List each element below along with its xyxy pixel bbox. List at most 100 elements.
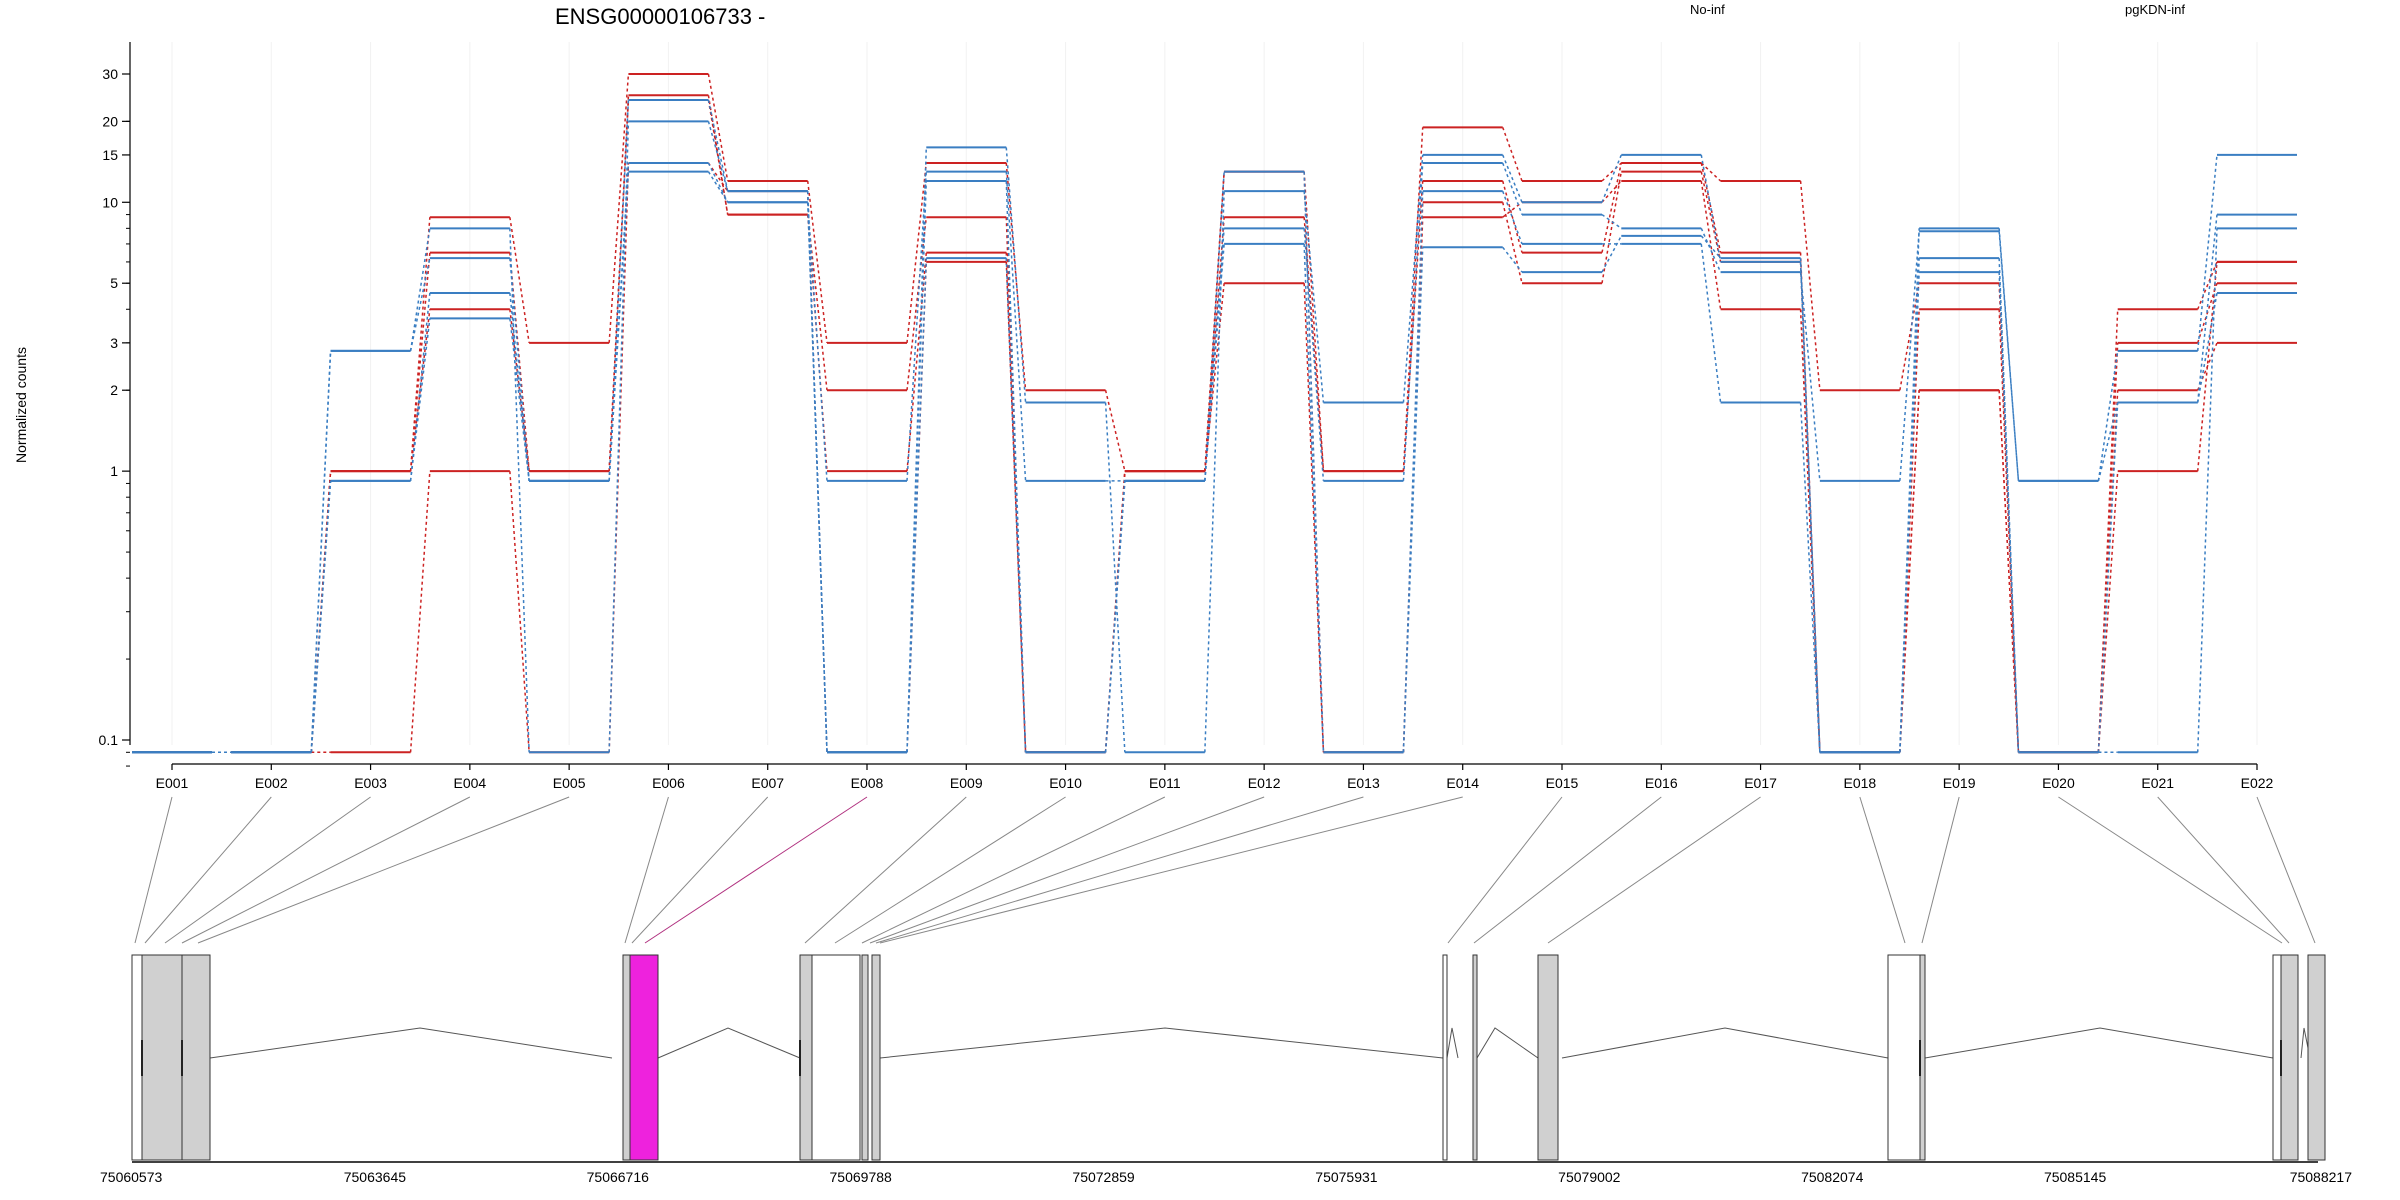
x-tick-label-E017: E017 [1744, 775, 1777, 791]
series-connector [806, 202, 828, 481]
genomic-tick-label: 75075931 [1315, 1169, 1378, 1185]
exon-connector-E017 [1547, 796, 1761, 944]
series-connector [409, 471, 431, 753]
series-connector [1104, 480, 1126, 753]
series-connector [1104, 480, 1126, 753]
genomic-tick-label: 75066716 [587, 1169, 650, 1185]
series-connector [806, 202, 828, 753]
y-tick-label: 30 [102, 66, 118, 82]
series-connector [2196, 261, 2218, 472]
x-tick-label-E022: E022 [2241, 775, 2274, 791]
exon-connector-E012 [869, 796, 1265, 944]
exon-block [799, 954, 813, 1161]
chart-title: ENSG00000106733 - [555, 4, 765, 29]
series-connector [806, 191, 828, 753]
x-tick-label-E012: E012 [1248, 775, 1281, 791]
exon-connector-E006 [624, 796, 669, 944]
series-connector [1998, 258, 2020, 753]
series-connector [2197, 261, 2218, 310]
series-connector [1700, 243, 1722, 403]
genomic-tick-label: 75079002 [1558, 1169, 1621, 1185]
series-connector [806, 180, 828, 343]
series-connector [1899, 258, 1920, 753]
series-connector [1601, 162, 1623, 253]
series-connector [1799, 180, 1821, 391]
series-connector [1700, 228, 1722, 273]
series-connector [2097, 402, 2119, 482]
series-connector [1601, 180, 1622, 203]
exon-block [871, 954, 881, 1161]
series-connector [2196, 154, 2218, 351]
series-connector [906, 171, 928, 481]
series-connector [2196, 214, 2218, 403]
x-tick-label-E019: E019 [1943, 775, 1976, 791]
intron-line [879, 1027, 1444, 1059]
exon-block [181, 954, 211, 1161]
exon-block [131, 954, 143, 1161]
series-connector [1005, 162, 1027, 391]
series-connector [509, 471, 530, 753]
series-connector [1501, 180, 1523, 253]
exon-block [1537, 954, 1559, 1161]
genomic-tick-label: 75082074 [1801, 1169, 1864, 1185]
x-tick-label-E013: E013 [1347, 775, 1380, 791]
exon-block [629, 954, 659, 1161]
exon-connector-E004 [181, 796, 471, 944]
series-connector [1502, 162, 1523, 215]
series-connector [1799, 402, 1821, 753]
series-connector [906, 217, 928, 391]
exon-connector-E007 [631, 796, 769, 944]
x-tick-label-E003: E003 [354, 775, 387, 791]
x-tick-label-E016: E016 [1645, 775, 1678, 791]
series-connector [707, 73, 729, 182]
series-connector [2097, 350, 2119, 481]
series-connector [1303, 191, 1325, 403]
genomic-tick-label: 75072859 [1072, 1169, 1135, 1185]
series-connector [1899, 390, 1920, 753]
series-connector [2196, 292, 2218, 403]
x-tick-label-E001: E001 [156, 775, 189, 791]
series-No-inf-0 [132, 73, 2297, 754]
x-tick-label-E008: E008 [851, 775, 884, 791]
series-connector [1502, 154, 1523, 203]
series-connector [409, 252, 431, 472]
series-connector [1303, 217, 1325, 472]
exon-block [1472, 954, 1478, 1161]
series-connector [707, 162, 729, 203]
series-connector [1501, 202, 1523, 284]
x-tick-label-E020: E020 [2042, 775, 2075, 791]
series-connector [1204, 283, 1225, 472]
genomic-tick-label: 75085145 [2044, 1169, 2107, 1185]
series-connector [310, 350, 332, 753]
exon-connector-E019 [1921, 796, 1960, 944]
series-connector [1303, 171, 1325, 753]
series-connector [1402, 127, 1424, 472]
series-connector [1700, 162, 1722, 182]
series-connector [1204, 243, 1225, 481]
x-tick-label-E018: E018 [1844, 775, 1877, 791]
genomic-tick-label: 75088217 [2290, 1169, 2353, 1185]
legend-no-inf: No-inf [1690, 2, 1725, 17]
series-connector [1502, 246, 1523, 273]
exon-block [2307, 954, 2326, 1161]
series-connector [1700, 154, 1722, 263]
series-connector [906, 162, 928, 343]
series-connector [608, 100, 630, 472]
y-tick-label: 1 [110, 463, 118, 479]
exon-block [141, 954, 183, 1161]
genomic-tick-label: 75060573 [100, 1169, 163, 1185]
series-connector [1402, 162, 1424, 481]
series-connector [1799, 261, 1821, 753]
exon-connector-E013 [875, 796, 1364, 944]
gene-model: 75060573 75063645 75066716 75069788 75072859… [100, 796, 2353, 1185]
intron-line [209, 1027, 613, 1059]
series-connector [1005, 258, 1027, 753]
series-connector [409, 228, 431, 352]
x-tick-label-E011: E011 [1149, 775, 1181, 791]
exon-connector-E002 [144, 796, 272, 944]
exon-connector-E014 [879, 796, 1463, 944]
exon-block [622, 954, 631, 1161]
exon-connector-E021 [2157, 796, 2290, 944]
series-connector [1799, 258, 1821, 753]
